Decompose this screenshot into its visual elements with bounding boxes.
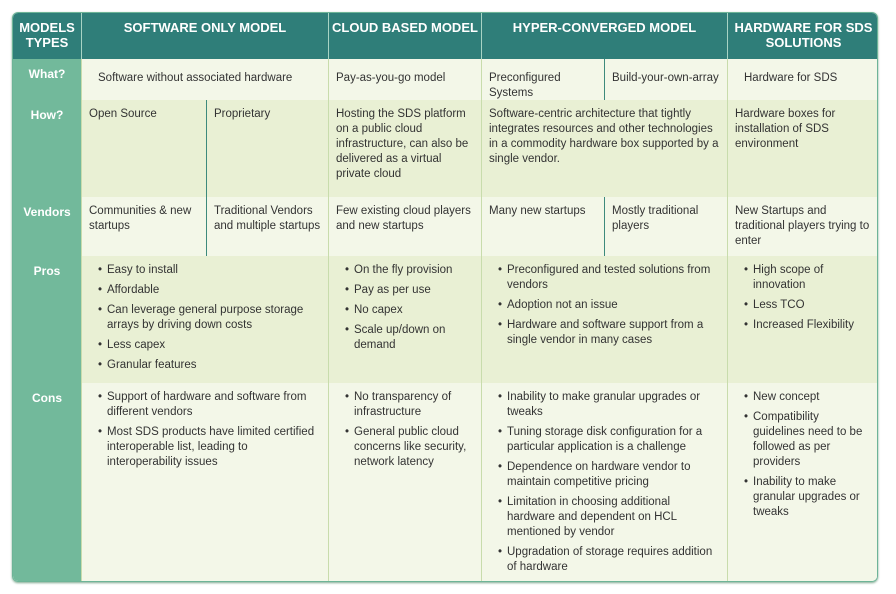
bullet-item: No capex bbox=[345, 303, 475, 318]
bullet-item: Limitation in choosing additional hardwa… bbox=[498, 495, 721, 540]
bullet-item: Compatibility guidelines need to be foll… bbox=[744, 410, 873, 470]
bullet-item: Dependence on hardware vendor to maintai… bbox=[498, 460, 721, 490]
bullet-item: Granular features bbox=[98, 358, 322, 373]
bullet-item: Upgradation of storage requires addition… bbox=[498, 545, 721, 575]
cons-hardware-list: New concept Compatibility guidelines need… bbox=[744, 390, 873, 520]
row-label-vendors: Vendors bbox=[13, 197, 81, 256]
cons-cloud-list: No transparency of infrastructure General… bbox=[345, 390, 475, 470]
bullet-item: General public cloud concerns like secur… bbox=[345, 425, 475, 470]
pros-cloud-list: On the fly provision Pay as per use No cap… bbox=[345, 263, 475, 353]
how-cloud: Hosting the SDS platform on a public clo… bbox=[328, 100, 481, 197]
what-hardware: Hardware for SDS bbox=[727, 59, 877, 100]
how-hardware: Hardware boxes for installation of SDS e… bbox=[727, 100, 877, 197]
vendors-cloud: Few existing cloud players and new start… bbox=[328, 197, 481, 256]
bullet-item: Easy to install bbox=[98, 263, 322, 278]
bullet-item: High scope of innovation bbox=[744, 263, 873, 293]
what-hyper-build-your-own: Build-your-own-array bbox=[604, 59, 727, 100]
bullet-item: Scale up/down on demand bbox=[345, 323, 475, 353]
bullet-item: Adoption not an issue bbox=[498, 298, 721, 313]
how-hyper: Software-centric architecture that tight… bbox=[481, 100, 727, 197]
bullet-item: Inability to make granular upgrades or t… bbox=[744, 475, 873, 520]
row-label-how: How? bbox=[13, 100, 81, 197]
bullet-item: Tuning storage disk configuration for a … bbox=[498, 425, 721, 455]
bullet-item: Support of hardware and software from di… bbox=[98, 390, 322, 420]
what-cloud: Pay-as-you-go model bbox=[328, 59, 481, 100]
row-label-what: What? bbox=[13, 59, 81, 100]
header-cloud-based: CLOUD BASED MODEL bbox=[328, 13, 481, 59]
vendors-traditional: Traditional Vendors and multiple startup… bbox=[206, 197, 328, 256]
bullet-item: Can leverage general purpose storage arr… bbox=[98, 303, 322, 333]
how-open-source: Open Source bbox=[81, 100, 206, 197]
header-hyper-converged: HYPER-CONVERGED MODEL bbox=[481, 13, 727, 59]
pros-hardware-list: High scope of innovation Less TCO Increase… bbox=[744, 263, 873, 333]
bullet-item: Less capex bbox=[98, 338, 322, 353]
cons-software-list: Support of hardware and software from di… bbox=[98, 390, 322, 470]
bullet-item: Less TCO bbox=[744, 298, 873, 313]
vendors-hardware: New Startups and traditional players try… bbox=[727, 197, 877, 256]
what-hyper-preconfigured: Preconfigured Systems bbox=[481, 59, 604, 100]
vendors-hyper-traditional: Mostly traditional players bbox=[604, 197, 727, 256]
bullet-item: Pay as per use bbox=[345, 283, 475, 298]
bullet-item: Most SDS products have limited certified… bbox=[98, 425, 322, 470]
vendors-communities: Communities & new startups bbox=[81, 197, 206, 256]
row-label-cons: Cons bbox=[13, 383, 81, 581]
cons-hyper-list: Inability to make granular upgrades or t… bbox=[498, 390, 721, 575]
what-software: Software without associated hardware bbox=[81, 59, 328, 100]
bullet-item: Increased Flexibility bbox=[744, 318, 873, 333]
header-hardware: HARDWARE FOR SDS SOLUTIONS bbox=[727, 13, 877, 59]
pros-hyper-list: Preconfigured and tested solutions from … bbox=[498, 263, 721, 348]
vendors-hyper-new: Many new startups bbox=[481, 197, 604, 256]
bullet-item: No transparency of infrastructure bbox=[345, 390, 475, 420]
how-proprietary: Proprietary bbox=[206, 100, 328, 197]
row-label-pros: Pros bbox=[13, 256, 81, 383]
sds-models-table: MODELS TYPES SOFTWARE ONLY MODEL CLOUD B… bbox=[12, 12, 878, 582]
pros-software-list: Easy to install Affordable Can leverage ge… bbox=[98, 263, 322, 373]
bullet-item: Hardware and software support from a sin… bbox=[498, 318, 721, 348]
bullet-item: Preconfigured and tested solutions from … bbox=[498, 263, 721, 293]
header-models-types: MODELS TYPES bbox=[13, 13, 81, 59]
bullet-item: Affordable bbox=[98, 283, 322, 298]
header-software-only: SOFTWARE ONLY MODEL bbox=[81, 13, 328, 59]
bullet-item: Inability to make granular upgrades or t… bbox=[498, 390, 721, 420]
bullet-item: New concept bbox=[744, 390, 873, 405]
bullet-item: On the fly provision bbox=[345, 263, 475, 278]
